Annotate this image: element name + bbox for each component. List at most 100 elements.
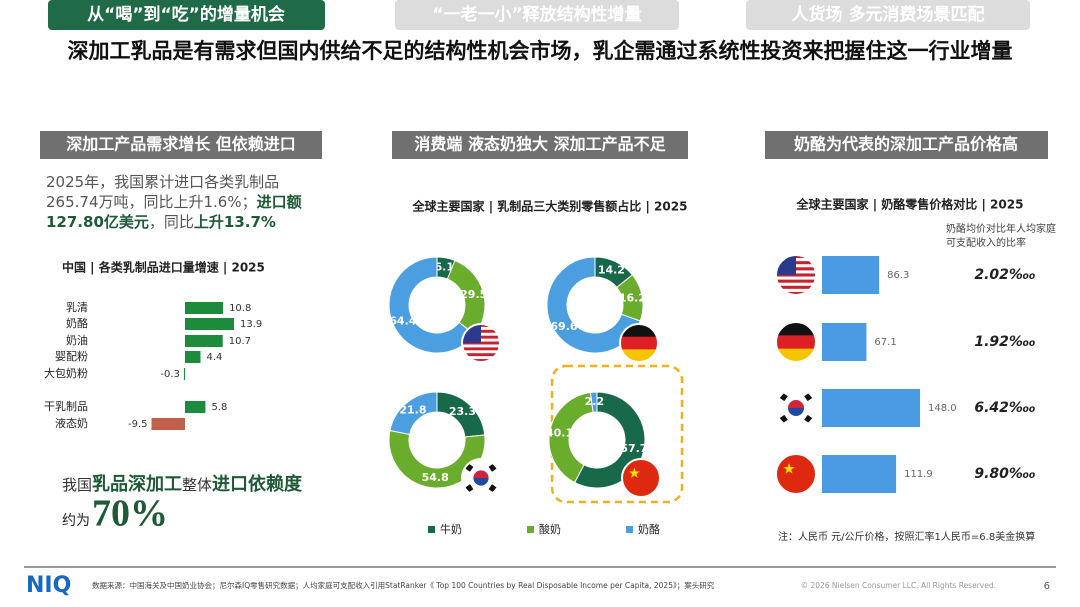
value-label: -9.5 — [128, 419, 148, 430]
bar — [185, 335, 223, 347]
dependence-segment: 乳品深加工 — [92, 474, 183, 495]
value-label: 67.1 — [874, 337, 896, 348]
source: 数据来源：中国海关及中国奶业协会；尼尔森IQ零售研究数据；人均家庭可支配收入引用… — [92, 580, 715, 590]
note: 注：人民币 元/公斤价格，按照汇率1人民币=6.8美金换算 — [778, 530, 1035, 543]
dependence-figure: 70% — [92, 493, 168, 535]
dependence-prefix: 约为 — [62, 513, 90, 529]
value-label: 13.9 — [240, 319, 262, 330]
flag — [462, 324, 500, 362]
category-label: 婴配粉 — [55, 350, 88, 363]
value-label: 4.4 — [207, 352, 223, 363]
panel-heading-bg — [392, 131, 688, 159]
ratio-title: 奶酪均价对比年人均家庭可支配收入的比率 — [946, 224, 1056, 249]
value-label: 86.3 — [887, 270, 909, 281]
value-label: 40.1 — [546, 426, 573, 439]
flag-part — [783, 463, 795, 474]
flag — [776, 388, 816, 428]
tab — [395, 0, 679, 30]
value-label: -0.3 — [160, 369, 180, 380]
dependence-segment: 进口依赖度 — [212, 474, 303, 495]
value-label: 54.8 — [422, 471, 449, 484]
flag — [622, 459, 660, 497]
ratio-label: 6.42‱ — [974, 400, 1035, 416]
flag-ring — [621, 458, 661, 498]
intro-segment: 进口额127.80亿美元 — [46, 193, 302, 231]
donut-segment — [389, 391, 438, 436]
category-label: 干乳制品 — [44, 400, 88, 413]
tab — [746, 0, 1030, 30]
value-label: 10.7 — [229, 336, 251, 347]
bar — [185, 302, 224, 314]
donut-segment — [546, 256, 641, 354]
ratio-label: 2.02‱ — [974, 267, 1035, 283]
panel-heading-bg — [765, 131, 1048, 159]
flag — [776, 255, 816, 295]
value-label: 148.0 — [928, 403, 957, 414]
chart-title: 全球主要国家 | 乳制品三大类别零售额占比 | 2025 — [412, 199, 688, 214]
value-label: 57.7 — [620, 442, 647, 455]
flag — [776, 454, 816, 494]
flag-part — [462, 353, 500, 357]
tab-label: “一老一小”释放结构性增量 — [432, 4, 641, 25]
value-label: 10.8 — [229, 303, 251, 314]
bar — [183, 368, 185, 380]
flag-ring — [775, 453, 817, 495]
flag-part — [788, 400, 804, 408]
flag-part — [788, 408, 804, 416]
legend-swatch — [527, 526, 534, 533]
page-number: 6 — [1044, 581, 1050, 592]
bar — [185, 401, 206, 413]
flag-ring — [461, 458, 501, 498]
headline: 深加工乳品是有需求但国内供给不足的结构性机会市场，乳企需通过系统性投资来把握住这… — [68, 39, 1013, 63]
flag-ring — [461, 323, 501, 363]
tab-label: 从“喝”到“吃”的增量机会 — [87, 4, 285, 25]
flag-part — [462, 347, 500, 351]
copyright: © 2026 Nielsen Consumer LLC. All Rights … — [801, 581, 996, 590]
donut-segment — [548, 391, 594, 484]
panel-heading: 奶酪为代表的深加工产品价格高 — [794, 135, 1018, 154]
flag-part — [776, 454, 816, 494]
value-label: 16.2 — [619, 292, 646, 305]
flag-ring — [619, 323, 659, 363]
flag-part — [628, 467, 640, 478]
bar — [185, 351, 201, 363]
value-label: 5.8 — [211, 402, 227, 413]
dependence-segment: 整体 — [182, 476, 213, 494]
legend-label: 酸奶 — [539, 522, 561, 536]
panel-heading: 消费端 液态奶独大 深加工产品不足 — [414, 135, 666, 154]
flag-part — [462, 359, 500, 362]
value-label: 111.9 — [904, 469, 933, 480]
flag-part — [776, 335, 816, 350]
flag-part — [776, 279, 816, 283]
flag-part — [776, 291, 816, 295]
bar — [822, 389, 920, 427]
intro-segment: 上升13.7% — [193, 213, 276, 231]
flag-part — [776, 285, 816, 289]
category-label: 大包奶粉 — [44, 366, 88, 380]
value-label: 21.8 — [399, 404, 426, 417]
value-label: 6.1 — [434, 261, 454, 274]
donut-segment — [388, 256, 476, 354]
bar — [822, 455, 897, 493]
bar — [185, 318, 234, 330]
legend-label: 牛奶 — [440, 522, 462, 536]
value-label: 2.2 — [585, 395, 605, 408]
flag-ring — [775, 254, 817, 296]
dependence-text: 我国乳品深加工整体进口依赖度 — [62, 470, 302, 496]
bar — [151, 418, 185, 430]
intro-segment: 2025年，我国累计进口各类乳制品265.74万吨，同比上升1.6%； — [46, 173, 280, 211]
legend-swatch — [626, 526, 633, 533]
ratio-label: 9.80‱ — [974, 466, 1035, 482]
tab-label: 人货场 多元消费场景匹配 — [792, 4, 985, 25]
flag — [462, 459, 500, 497]
highlight-box — [550, 364, 684, 504]
value-label: 69.6 — [550, 320, 577, 333]
logo: NIQ — [26, 573, 71, 598]
flag-part — [620, 336, 658, 351]
dependence-segment: 我国 — [62, 476, 93, 494]
value-label: 14.2 — [598, 264, 625, 277]
category-label: 奶酪 — [66, 316, 88, 330]
category-label: 液态奶 — [55, 416, 88, 430]
